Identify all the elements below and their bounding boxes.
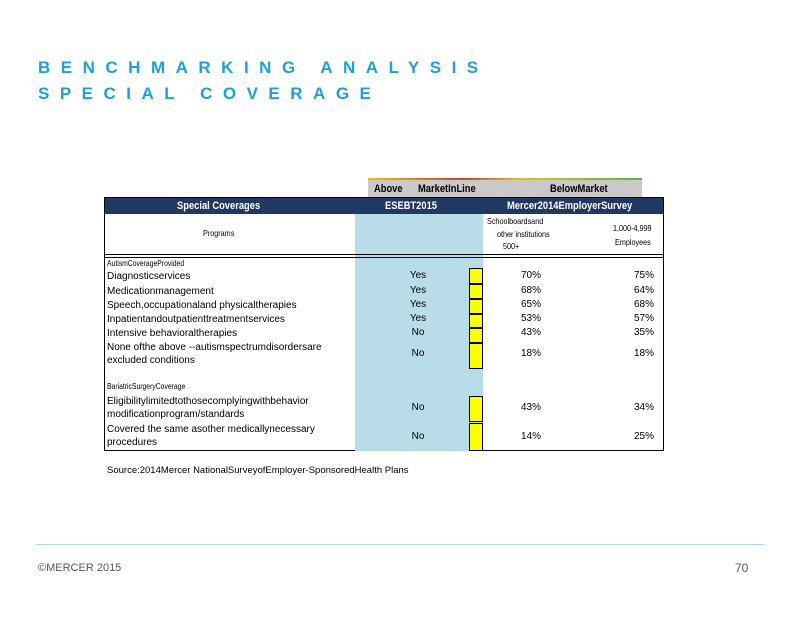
row-label-line1: Covered the same asother medicallynecess… [107,424,315,435]
row-school-value: 43% [520,327,541,338]
column-school-line3: 500+ [503,241,520,251]
copyright: ©MERCER 2015 [38,562,122,574]
row-employees-value: 75% [633,270,654,281]
row-label: Medicationmanagement [107,286,214,297]
header-special-coverages: Special Coverages [177,200,261,212]
row-label-line2: excluded conditions [107,355,195,366]
header-divider [105,254,663,255]
row-employees-value: 34% [633,402,654,413]
status-marker [469,396,483,422]
table-header: Special Coverages ESEBT2015 Mercer2014Em… [105,198,663,214]
row-school-value: 65% [520,299,541,310]
row-label-line1: None ofthe above --autismspectrumdisorde… [107,342,322,353]
legend-color-strip [368,178,642,180]
status-marker [469,314,483,328]
row-school-value: 53% [520,313,541,324]
legend-inline: MarketInLine [418,183,476,195]
row-label: Inpatientandoutpatienttreatmentservices [107,314,285,325]
row-esebt-value: Yes [409,313,427,324]
row-esebt-value: Yes [409,270,427,281]
status-marker [469,299,483,314]
footer-divider [36,544,764,545]
column-school-line2: other institutions [497,229,550,239]
page-number: 70 [735,561,749,575]
row-school-value: 18% [520,348,541,359]
row-esebt-value: No [411,348,425,359]
section-bariatric: BariatricSurgeryCoverage [107,382,186,391]
row-employees-value: 25% [633,431,654,442]
status-marker [469,328,483,343]
row-employees-value: 57% [633,313,654,324]
header-esebt: ESEBT2015 [385,200,437,212]
row-esebt-value: No [411,327,425,338]
row-school-value: 14% [520,431,541,442]
section-autism: AutismCoverageProvided [107,259,185,268]
column-employees-line1: 1,000-4,999 [613,223,652,233]
header-divider-double [105,257,663,258]
row-school-value: 43% [520,402,541,413]
column-school-line1: Schoolboardsand [487,216,544,226]
source-note: Source:2014Mercer NationalSurveyofEmploy… [107,465,409,476]
row-employees-value: 64% [633,285,654,296]
status-marker [469,284,483,299]
row-label-line2: modificationprogram/standards [107,409,245,420]
row-label: Diagnosticservices [107,271,191,282]
row-school-value: 70% [520,270,541,281]
row-employees-value: 68% [633,299,654,310]
row-school-value: 68% [520,285,541,296]
market-legend: Above MarketInLine BelowMarket [368,178,642,197]
column-programs: Programs [203,228,235,238]
legend-above: Above [374,183,403,195]
esebt-column-shading [355,214,483,451]
status-marker [469,343,483,369]
row-esebt-value: No [411,431,425,442]
legend-below: BelowMarket [550,183,608,195]
row-label-line1: Eligibilitylimitedtothosecomplyingwithbe… [107,396,309,407]
status-marker [469,423,483,451]
row-employees-value: 18% [633,348,654,359]
row-label-line2: procedures [107,437,158,448]
page-subtitle: SPECIAL COVERAGE [38,84,382,103]
status-marker [469,268,483,284]
page-title: BENCHMARKING ANALYSIS [38,58,489,77]
row-employees-value: 35% [633,327,654,338]
row-label: Speech,occupationaland physicaltherapies [107,300,297,311]
header-mercer-survey: Mercer2014EmployerSurvey [507,200,633,212]
row-esebt-value: No [411,402,425,413]
coverage-table: Special Coverages ESEBT2015 Mercer2014Em… [104,197,664,451]
row-esebt-value: Yes [409,285,427,296]
row-esebt-value: Yes [409,299,427,310]
column-employees-line2: Employees [615,237,651,247]
row-label: Intensive behavioraltherapies [107,328,238,339]
